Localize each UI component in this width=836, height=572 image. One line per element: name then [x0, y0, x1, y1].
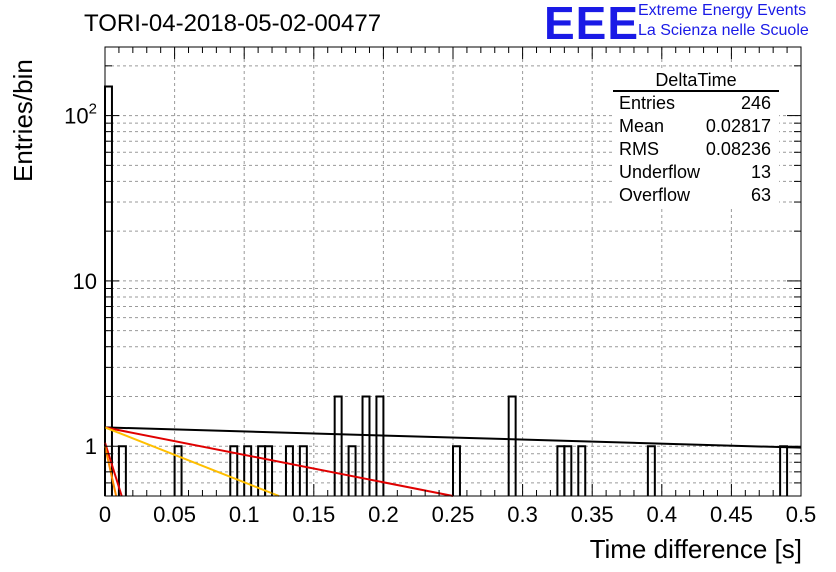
histogram-bar: [347, 445, 357, 496]
histogram-bar: [104, 85, 113, 496]
stats-value: 0.08236: [705, 139, 771, 159]
stats-row: Underflow 13: [613, 161, 779, 184]
stats-label: Underflow: [619, 162, 701, 182]
histogram-bar: [229, 445, 239, 496]
x-tick-label: 0.4: [647, 502, 678, 527]
histogram-bar: [117, 445, 127, 496]
x-axis-title: Time difference [s]: [589, 534, 802, 564]
stats-value: 63: [750, 185, 771, 205]
fit-curves: [104, 426, 802, 497]
histogram-bar: [361, 395, 371, 496]
x-tick-label: 0.35: [571, 502, 614, 527]
y-tick-label: 10: [73, 269, 97, 294]
stats-value: 0.02817: [705, 116, 771, 136]
histogram-bar: [563, 445, 573, 496]
x-tick-label: 0: [99, 502, 111, 527]
eee-logo: EEE: [544, 0, 640, 49]
y-axis-title: Entries/bin: [8, 59, 38, 182]
y-tick-label: 1: [85, 434, 97, 459]
histogram-bar: [375, 395, 385, 496]
fit-curve: [104, 426, 280, 497]
fit-curve: [104, 442, 123, 497]
stats-label: Entries: [619, 93, 676, 113]
histogram-bar: [284, 445, 294, 496]
stats-value: 13: [750, 162, 771, 182]
x-tick-label: 0.1: [229, 502, 260, 527]
histogram-bar: [298, 445, 308, 496]
tick-labels: 0 0.05 0.1 0.15 0.2 0.25 0.3 0.35 0.4 0.45 0.5 1 10 1…: [64, 101, 816, 527]
fit-curve: [104, 426, 454, 497]
stats-title: DeltaTime: [613, 70, 779, 92]
x-tick-label: 0.05: [153, 502, 196, 527]
histogram-bar: [507, 395, 517, 496]
x-tick-label: 0.15: [292, 502, 335, 527]
stats-label: Mean: [619, 116, 665, 136]
stats-row: RMS 0.08236: [613, 138, 779, 161]
axes: [104, 46, 802, 497]
run-title: TORI-04-2018-05-02-00477: [84, 10, 382, 37]
stats-box: DeltaTime Entries 246 Mean 0.02817 RMS 0…: [613, 70, 779, 207]
x-tick-label: 0.2: [368, 502, 399, 527]
x-tick-label: 0.25: [432, 502, 475, 527]
x-tick-label: 0.3: [507, 502, 538, 527]
stats-row: Mean 0.02817: [613, 115, 779, 138]
histogram-bar: [333, 395, 343, 496]
stats-row: Entries 246: [613, 92, 779, 115]
histogram-bar: [173, 445, 183, 496]
logo-subtitle-1: Extreme Energy Events: [638, 2, 807, 19]
stats-label: Overflow: [619, 185, 691, 205]
stats-row: Overflow 63: [613, 184, 779, 207]
fit-curve: [104, 426, 802, 449]
fit-curve: [104, 446, 118, 497]
stats-label: RMS: [619, 139, 659, 159]
x-tick-label: 0.5: [786, 502, 817, 527]
stats-value: 246: [740, 93, 771, 113]
histogram-bar: [264, 445, 274, 496]
histogram-bar: [577, 445, 587, 496]
histogram-bar: [243, 445, 253, 496]
grid-lines: [105, 47, 801, 496]
logo-subtitle-2: La Scienza nelle Scuole: [638, 22, 809, 39]
histogram-bar: [646, 445, 656, 496]
x-tick-label: 0.45: [710, 502, 753, 527]
histogram-bar: [452, 445, 461, 496]
y-tick-label: 102: [64, 101, 97, 129]
